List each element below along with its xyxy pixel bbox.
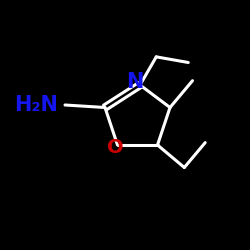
Text: O: O xyxy=(107,138,123,157)
Text: N: N xyxy=(126,72,144,92)
Text: H₂N: H₂N xyxy=(14,95,58,115)
